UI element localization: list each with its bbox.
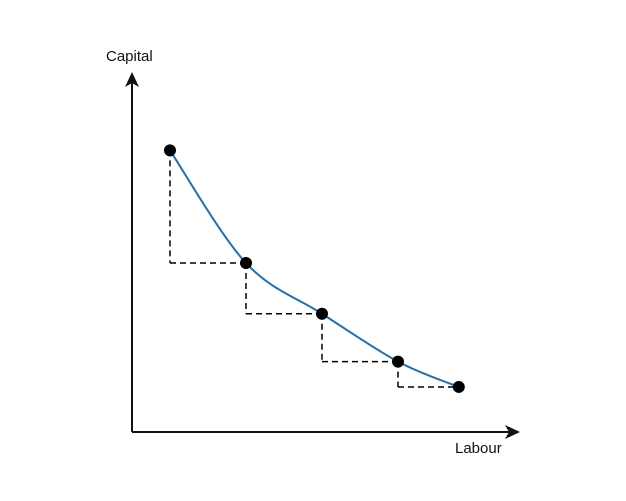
mrts-step-lines: [169, 150, 459, 388]
arrowhead-up-icon: [125, 72, 139, 87]
arrowhead-right-icon: [505, 425, 520, 439]
curve-point-4: [392, 355, 404, 368]
x-axis-label: Labour: [455, 440, 502, 457]
curve-points: [164, 144, 465, 393]
curve-point-1: [164, 144, 176, 157]
isoquant-curve: [169, 149, 460, 388]
curve-point-3: [316, 307, 328, 320]
curve-point-5: [452, 380, 465, 393]
y-axis-label: Capital: [106, 48, 153, 65]
curve-point-2: [240, 257, 252, 270]
